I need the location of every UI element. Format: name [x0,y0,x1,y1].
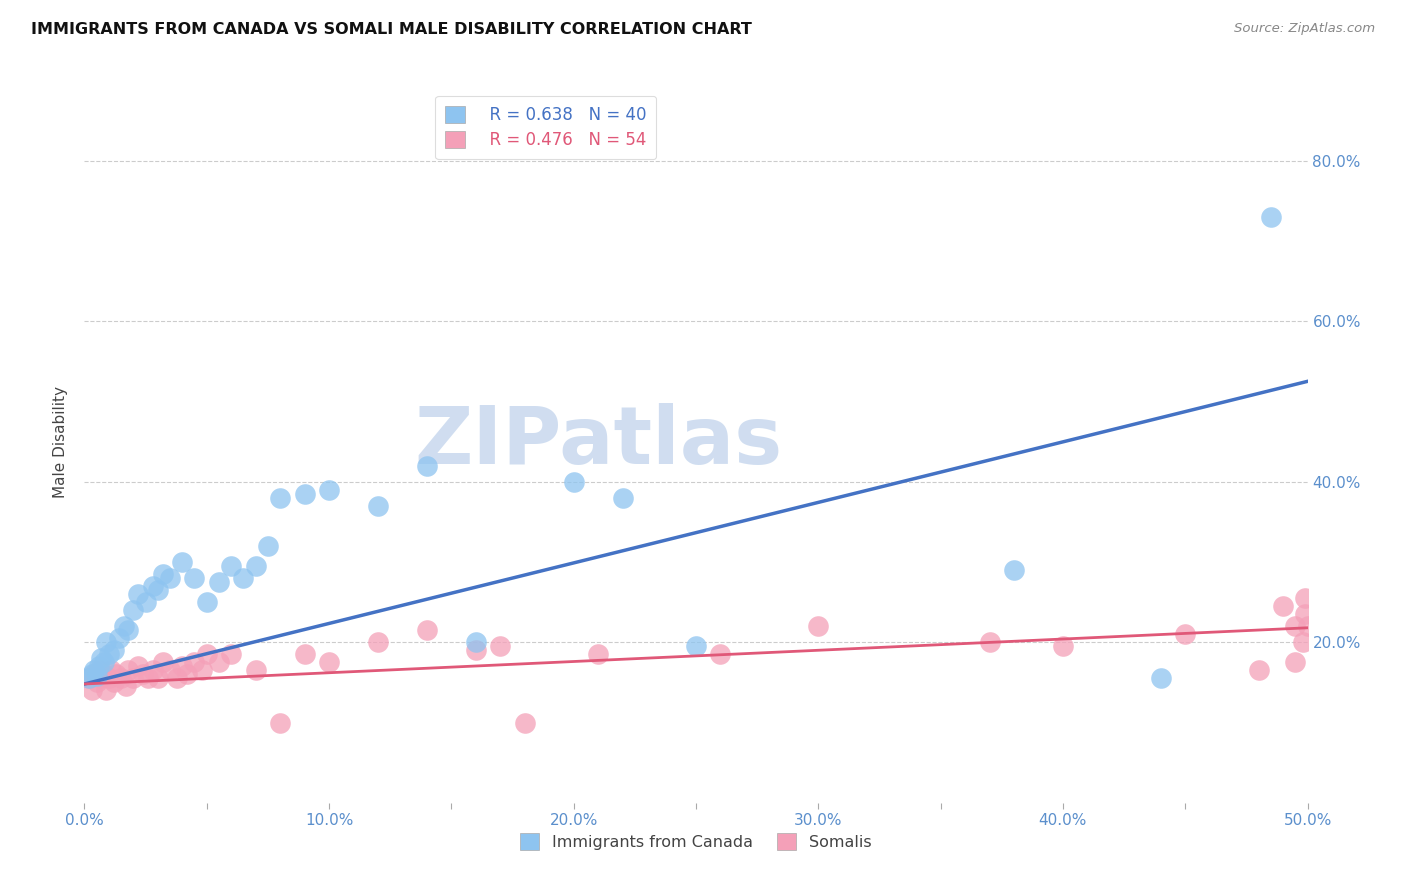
Point [132,667,155,681]
Point [183,571,205,585]
Point [1292,635,1315,649]
Point [97,648,120,662]
Point [191,664,214,678]
Point [513,715,536,730]
Point [232,571,254,585]
Point [318,483,340,497]
Point [100,664,122,678]
Point [135,595,157,609]
Point [489,639,512,653]
Point [105,667,128,681]
Point [1052,639,1074,653]
Point [416,623,439,637]
Point [176,667,198,681]
Point [86,675,108,690]
Point [117,664,139,678]
Point [122,603,145,617]
Point [96,683,118,698]
Y-axis label: Male Disability: Male Disability [53,385,69,498]
Point [208,655,231,669]
Point [107,632,129,646]
Point [1296,619,1319,633]
Point [367,635,389,649]
Point [219,648,242,662]
Point [1284,619,1306,633]
Point [979,635,1001,649]
Point [257,539,280,553]
Text: IMMIGRANTS FROM CANADA VS SOMALI MALE DISABILITY CORRELATION CHART: IMMIGRANTS FROM CANADA VS SOMALI MALE DI… [31,22,752,37]
Point [219,558,242,574]
Point [1260,210,1282,224]
Point [127,587,149,601]
Point [269,715,291,730]
Point [117,623,139,637]
Point [166,671,188,685]
Point [269,491,291,505]
Point [93,667,115,681]
Point [127,659,149,673]
Point [1002,563,1025,577]
Point [1284,655,1306,669]
Point [294,486,316,500]
Point [183,655,205,669]
Point [112,619,135,633]
Point [294,648,316,662]
Text: ZIPatlas: ZIPatlas [413,402,782,481]
Point [97,671,120,685]
Point [195,595,218,609]
Point [612,491,634,505]
Point [1247,664,1270,678]
Point [146,671,169,685]
Point [172,659,194,673]
Point [103,675,125,690]
Point [115,680,138,694]
Point [807,619,830,633]
Point [464,635,486,649]
Point [80,683,103,698]
Point [159,571,181,585]
Point [1294,607,1316,621]
Point [152,655,174,669]
Point [136,671,159,685]
Point [562,475,585,489]
Point [122,671,145,685]
Point [77,671,100,685]
Point [110,671,132,685]
Point [245,558,267,574]
Point [464,643,486,657]
Point [146,583,169,598]
Point [77,671,100,685]
Point [90,651,112,665]
Point [586,648,609,662]
Point [80,667,103,681]
Point [1272,599,1295,614]
Point [86,669,108,683]
Point [367,499,389,513]
Point [93,655,115,669]
Point [142,664,165,678]
Point [103,643,125,657]
Point [90,671,112,685]
Point [318,655,340,669]
Point [195,648,218,662]
Point [142,579,165,593]
Point [709,648,731,662]
Point [152,567,174,582]
Point [83,667,105,681]
Point [416,458,439,473]
Point [87,664,110,678]
Point [83,664,105,678]
Point [1294,591,1316,605]
Legend: Immigrants from Canada, Somalis: Immigrants from Canada, Somalis [513,827,879,856]
Point [208,574,231,589]
Point [685,639,707,653]
Text: Source: ZipAtlas.com: Source: ZipAtlas.com [1234,22,1375,36]
Point [245,664,267,678]
Point [159,664,181,678]
Point [96,635,118,649]
Point [1174,627,1197,641]
Point [1150,671,1173,685]
Point [172,555,194,569]
Point [87,659,110,673]
